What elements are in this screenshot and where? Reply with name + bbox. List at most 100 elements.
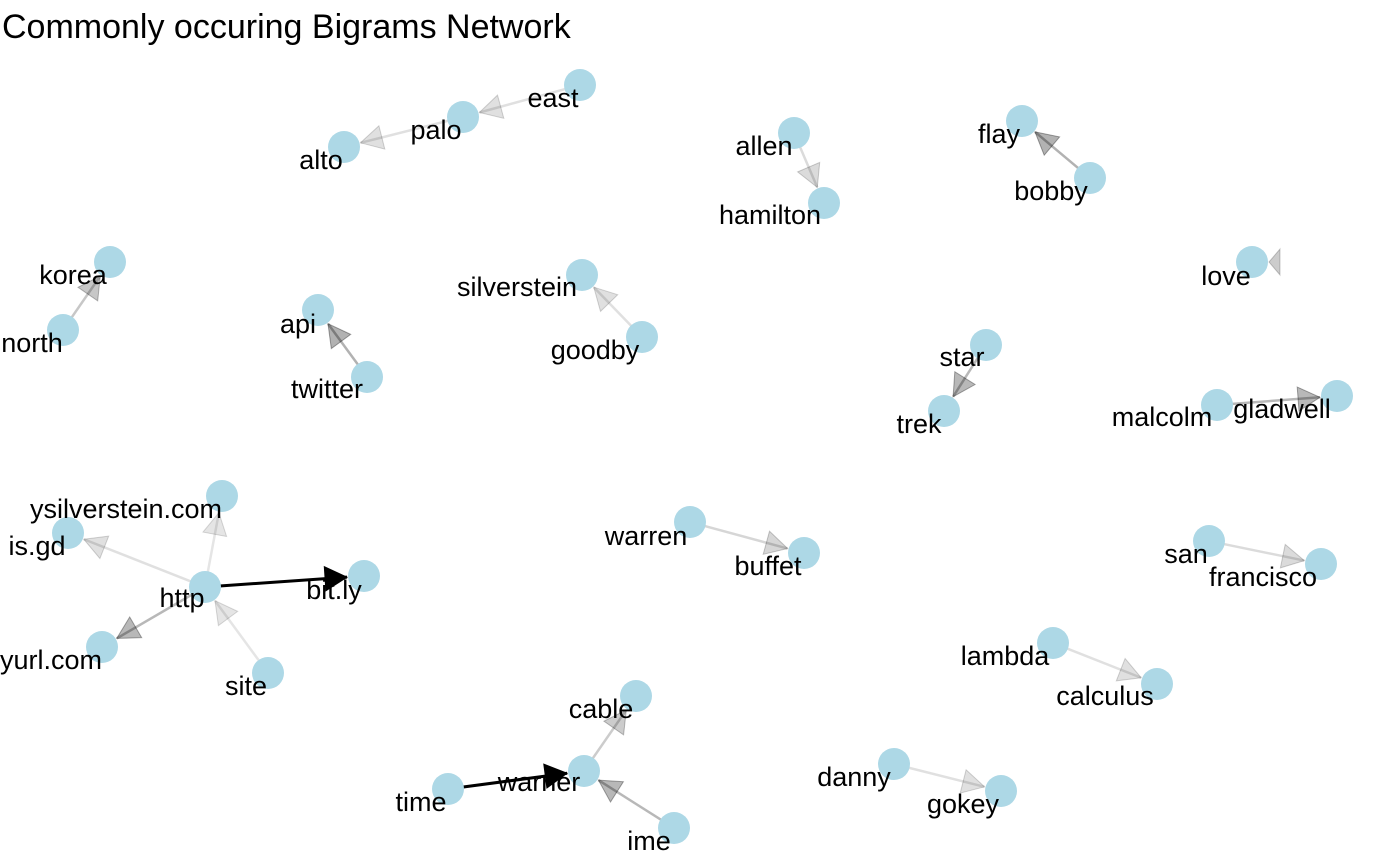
chart-title: Commonly occuring Bigrams Network [2,8,571,46]
node-korea [94,246,126,278]
node-hamilton [808,187,840,219]
node-time [432,773,464,805]
node-label-star: star [939,342,984,372]
node-warner [568,755,600,787]
node-label-shelbysilverstein-com: ysilverstein.com [30,494,222,524]
node-label-site: site [225,671,267,701]
edge-line [83,538,202,587]
node-api [302,294,334,326]
arrowhead [359,124,386,150]
node-label-api: api [280,309,316,339]
node-allen [778,117,810,149]
node-ime [658,812,690,844]
node-label-cable: cable [569,694,634,724]
arrowhead [762,530,789,555]
arrowhead [1034,131,1061,157]
node-label-alto: alto [299,145,343,175]
node-buffet [788,537,820,569]
node-malcolm [1201,389,1233,421]
node-label-north: north [1,328,63,358]
arrowhead [952,370,977,398]
edge-http-bit-ly [208,565,349,592]
node-label-warner: warner [497,767,581,797]
arrowhead [959,768,986,794]
node-gokey [985,775,1017,807]
node-label-buffet: buffet [734,551,802,581]
edge-line [214,599,267,671]
node-lambda [1037,627,1069,659]
node-francisco [1305,548,1337,580]
node-north [47,314,79,346]
node-label-is-gd: is.gd [8,531,65,561]
edge-line [208,575,348,589]
node-warren [674,506,706,538]
node-cable [620,680,652,712]
node-san [1193,525,1225,557]
node-site [252,657,284,689]
edge-http-tinyurl-com [115,587,203,640]
node-label-korea: korea [39,260,108,290]
node-label-allen: allen [735,131,792,161]
node-label-warren: warren [604,521,688,551]
arrowhead [602,709,627,736]
node-goodby [626,321,658,353]
node-twitter [351,361,383,393]
edge-line [479,84,577,114]
node-palo [447,101,479,133]
labels-layer: east palo alto allen hamilton bobby flay korea n… [0,83,1331,856]
node-label-lambda: lambda [961,641,1051,671]
node-label-twitter: twitter [291,374,363,404]
edge-danny-gokey [897,763,986,794]
edge-line [897,763,985,789]
node-trek [928,395,960,427]
edge-lambda-calculus [1056,643,1143,682]
node-danny [878,748,910,780]
arrowhead [1268,247,1281,277]
edge-san-francisco [1212,540,1306,569]
node-calculus [1141,668,1173,700]
edge-malcolm-gladwell [1220,386,1322,412]
arrowhead [115,616,143,639]
node-label-time: time [395,787,446,817]
node-tinyurl-com [86,631,118,663]
node-label-silverstein: silverstein [457,272,577,302]
node-label-calculus: calculus [1056,681,1154,711]
edge-line [1212,540,1305,562]
edge-http-is-gd [82,535,202,587]
node-east [564,69,596,101]
node-label-palo: palo [410,115,461,145]
nodes-layer [47,69,1353,844]
edge-line [597,779,672,827]
node-label-gladwell: gladwell [1233,394,1331,424]
arrowhead [202,511,228,538]
node-label-bit-ly: bit.ly [306,575,362,605]
node-label-danny: danny [817,762,891,792]
node-is-gd [52,517,84,549]
node-label-east: east [527,83,579,113]
node-label-tinyurl-com: yurl.com [0,645,102,675]
edge-palo-alto [359,116,460,150]
node-label-http: http [159,583,204,613]
edges-layer [64,84,1322,827]
node-label-goodby: goodby [551,335,640,365]
arrowhead [597,779,625,803]
arrowhead [796,161,821,189]
edge-time-warner [451,763,569,790]
arrowhead [214,599,239,627]
edge-ime-warner [597,779,672,827]
edge-line [1056,643,1142,679]
arrowhead [77,275,101,302]
edge-line [1220,396,1321,406]
node-label-gokey: gokey [927,789,1000,819]
node-label-hamilton: hamilton [719,200,821,230]
node-label-francisco: francisco [1209,562,1317,592]
edge-warren-buffet [693,521,789,555]
node-love [1236,246,1268,278]
arrowhead [543,763,569,789]
arrowhead [1279,543,1306,569]
edge-site-http [214,599,267,671]
node-label-ime: ime [627,826,671,856]
node-label-trek: trek [896,409,942,439]
arrowhead [82,535,110,560]
node-label-san: san [1164,539,1208,569]
